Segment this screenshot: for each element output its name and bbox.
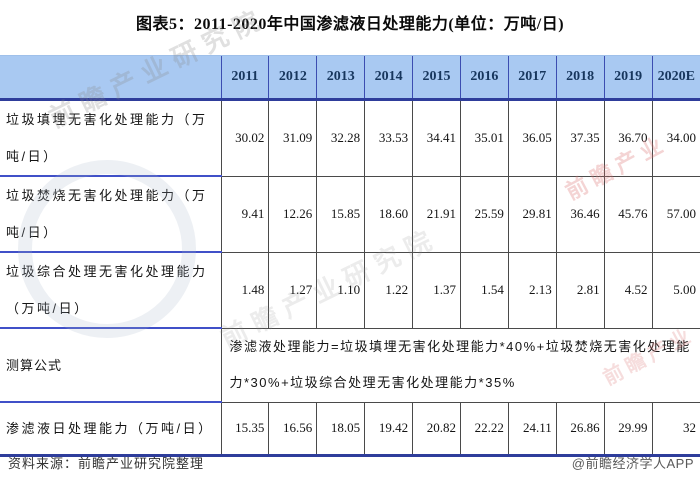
data-cell: 20.82: [412, 401, 461, 457]
table-row: 渗滤液日处理能力（万吨/日） 15.35 16.56 18.05 19.42 20.82 2…: [0, 401, 700, 457]
data-cell: 25.59: [459, 175, 509, 253]
row-label: 测算公式: [0, 328, 221, 403]
year-header-cell: 2019: [603, 55, 653, 101]
year-header-cell: 2015: [412, 55, 461, 101]
data-cell: 5.00: [651, 251, 700, 329]
table-header: 2011 2012 2013 2014 2015 2016 2017 2018 2019 2020…: [0, 55, 700, 101]
data-cell: 33.53: [364, 99, 414, 177]
data-cell: 29.81: [507, 175, 557, 253]
page-title: 图表5：2011-2020年中国渗滤液日处理能力(单位：万吨/日): [135, 16, 565, 33]
data-cell: 24.11: [507, 401, 557, 457]
year-header-cell: 2013: [316, 55, 365, 101]
capacity-table: 2011 2012 2013 2014 2015 2016 2017 2018 2019 2020…: [0, 55, 700, 457]
row-label: 垃圾焚烧无害化处理能力（万吨/日）: [0, 176, 221, 253]
data-cell: 18.05: [316, 401, 366, 457]
year-header-row: 2011 2012 2013 2014 2015 2016 2017 2018 2019 2020…: [0, 55, 700, 101]
credit-note: @前瞻经济学人APP: [571, 456, 694, 471]
year-header-cell: 2017: [507, 55, 557, 101]
row-label: 垃圾填埋无害化处理能力（万吨/日）: [0, 99, 221, 177]
data-cell: 22.22: [459, 401, 509, 457]
table-row: 垃圾焚烧无害化处理能力（万吨/日） 9.41 12.26 15.85 18.60 21.9…: [0, 175, 700, 253]
data-cell: 2.81: [555, 251, 605, 329]
data-cell: 36.70: [603, 99, 653, 177]
data-cell: 1.27: [268, 251, 318, 329]
data-cell: 18.60: [364, 175, 414, 253]
data-cell: 36.05: [507, 99, 557, 177]
data-cell: 9.41: [220, 175, 270, 253]
data-cell: 57.00: [651, 175, 700, 253]
table-row: 垃圾综合处理无害化处理能力（万吨/日） 1.48 1.27 1.10 1.22 1.37 1…: [0, 251, 700, 329]
year-header-cell: 2018: [555, 55, 605, 101]
data-cell: 45.76: [603, 175, 653, 253]
table-row: 测算公式 渗滤液处理能力=垃圾填埋无害化处理能力*40%+垃圾焚烧无害化处理能力*…: [0, 327, 700, 403]
data-cell: 35.01: [459, 99, 509, 177]
data-cell: 36.46: [555, 175, 605, 253]
data-cell: 1.54: [459, 251, 509, 329]
data-cell: 34.00: [651, 99, 700, 177]
data-cell: 37.35: [555, 99, 605, 177]
data-cell: 16.56: [268, 401, 318, 457]
data-cell: 1.48: [220, 251, 270, 329]
data-cell: 15.85: [316, 175, 366, 253]
source-note: 资料来源：前瞻产业研究院整理: [8, 456, 205, 471]
corner-cell: [0, 55, 221, 101]
data-cell: 1.22: [364, 251, 414, 329]
data-cell: 32: [651, 401, 700, 457]
data-cell: 19.42: [364, 401, 414, 457]
data-cell: 1.10: [316, 251, 366, 329]
data-cell: 32.28: [316, 99, 366, 177]
year-header-cell: 2016: [459, 55, 509, 101]
footer: 资料来源：前瞻产业研究院整理 @前瞻经济学人APP: [0, 453, 700, 472]
table-row: 垃圾填埋无害化处理能力（万吨/日） 30.02 31.09 32.28 33.53 34.…: [0, 99, 700, 177]
data-cell: 31.09: [268, 99, 318, 177]
year-header-cell: 2012: [268, 55, 317, 101]
data-cell: 12.26: [268, 175, 318, 253]
row-label: 渗滤液日处理能力（万吨/日）: [0, 402, 221, 457]
year-header-cell: 2014: [364, 55, 413, 101]
data-cell: 29.99: [603, 401, 653, 457]
data-cell: 26.86: [555, 401, 605, 457]
data-cell: 34.41: [412, 99, 461, 177]
data-cell: 4.52: [603, 251, 653, 329]
year-header-cell: 2020E: [651, 55, 700, 101]
data-cell: 1.37: [412, 251, 461, 329]
data-cell: 21.91: [412, 175, 461, 253]
formula-cell: 渗滤液处理能力=垃圾填埋无害化处理能力*40%+垃圾焚烧无害化处理能力*30%+…: [220, 327, 700, 403]
table-body: 垃圾填埋无害化处理能力（万吨/日） 30.02 31.09 32.28 33.53 34.…: [0, 99, 700, 457]
row-label: 垃圾综合处理无害化处理能力（万吨/日）: [0, 252, 221, 329]
data-cell: 2.13: [507, 251, 557, 329]
year-header-cell: 2011: [220, 55, 269, 101]
data-cell: 15.35: [220, 401, 270, 457]
data-cell: 30.02: [220, 99, 270, 177]
